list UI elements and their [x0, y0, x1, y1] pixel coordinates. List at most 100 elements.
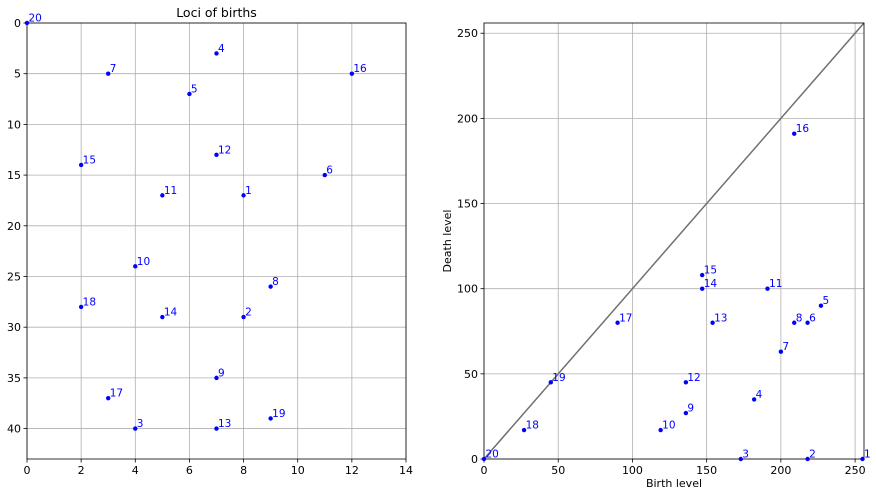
data-point: [106, 71, 111, 76]
y-tick-label: 50: [464, 368, 478, 381]
data-point: [214, 426, 219, 431]
data-point: [615, 320, 620, 325]
data-point: [738, 456, 743, 462]
data-point: [187, 91, 192, 97]
x-tick-label: 12: [345, 464, 359, 477]
x-tick-label: 50: [551, 464, 565, 477]
x-tick-label: 2: [78, 464, 85, 477]
point-label: 15: [704, 265, 717, 277]
loci-of-births-plot: Loci of births 0 2 4 6 8 10 12 1405101520253035…: [7, 5, 413, 477]
data-point: [268, 416, 273, 421]
data-point: [860, 456, 865, 462]
persistence-diagram-plot: Birth level Death level 0 50 100 150 200 2500…: [441, 22, 871, 490]
point-label: 8: [272, 276, 279, 288]
y-tick-label: 40: [7, 423, 21, 436]
data-point: [700, 286, 705, 291]
point-label: 15: [83, 154, 96, 166]
data-point: [160, 193, 165, 198]
point-label: 4: [218, 43, 225, 55]
point-label: 12: [687, 372, 700, 384]
data-point: [214, 51, 219, 56]
chart-title: Loci of births: [176, 5, 257, 20]
x-tick-label: 0: [24, 464, 31, 477]
data-point: [349, 71, 355, 76]
x-axis-label: Birth level: [646, 477, 702, 490]
point-label: 19: [552, 372, 565, 384]
point-label: 14: [704, 278, 718, 290]
y-tick-label: 250: [457, 27, 478, 40]
data-point: [241, 193, 246, 198]
point-label: 6: [326, 165, 333, 177]
point-label: 18: [83, 296, 96, 308]
point-label: 13: [714, 312, 727, 324]
point-label: 18: [526, 420, 539, 432]
y-tick-label: 0: [471, 453, 478, 466]
grid: [483, 23, 864, 460]
y-tick-label: 20: [7, 220, 21, 233]
x-tick-label: 6: [186, 464, 193, 477]
data-point: [700, 272, 705, 278]
data-point: [751, 397, 757, 402]
point-label: 6: [809, 312, 816, 324]
point-label: 17: [110, 388, 123, 400]
point-label: 2: [245, 307, 252, 319]
data-point: [322, 172, 327, 178]
y-tick-label: 0: [14, 17, 21, 30]
point-label: 5: [191, 83, 198, 95]
y-axis-label: Death level: [441, 210, 454, 273]
y-tick-label: 30: [7, 321, 21, 334]
point-label: 1: [864, 449, 871, 461]
data-point: [548, 380, 553, 385]
point-label: 1: [245, 185, 252, 197]
point-label: 20: [486, 449, 499, 461]
point-label: 7: [782, 341, 789, 353]
x-tick-label: 100: [622, 464, 643, 477]
data-point: [805, 320, 810, 325]
x-tick-label: 0: [481, 464, 488, 477]
x-tick-label: 250: [845, 464, 866, 477]
y-tick-label: 100: [457, 283, 478, 296]
data-point: [683, 380, 689, 385]
data-point: [521, 427, 527, 433]
x-tick-label: 150: [696, 464, 717, 477]
point-label: 14: [164, 307, 178, 319]
point-label: 10: [137, 256, 150, 268]
data-point: [78, 304, 84, 310]
y-tick-label: 15: [7, 169, 21, 182]
data-point: [792, 131, 797, 136]
x-tick-label: 14: [399, 464, 413, 477]
data-point: [792, 320, 797, 325]
x-tick-label: 4: [132, 464, 139, 477]
y-tick-label: 5: [14, 68, 21, 81]
y-tick-label: 200: [457, 112, 478, 125]
point-label: 4: [756, 389, 763, 401]
data-point: [805, 456, 810, 462]
ticks: 0 50 100 150 200 250 0 50 100 150 200 250: [457, 27, 866, 477]
x-tick-label: 8: [240, 464, 247, 477]
x-tick-label: 10: [291, 464, 305, 477]
point-label: 19: [272, 408, 285, 420]
point-label: 10: [662, 420, 675, 432]
point-label: 17: [619, 312, 632, 324]
data-point: [214, 375, 219, 381]
point-label: 3: [137, 418, 144, 430]
point-label: 5: [822, 295, 829, 307]
point-label: 9: [218, 367, 225, 379]
point-label: 16: [353, 63, 367, 75]
point-label: 20: [29, 13, 42, 25]
data-point: [133, 426, 138, 431]
data-point: [214, 152, 219, 158]
diagonal-line: [483, 22, 865, 460]
point-label: 11: [769, 278, 782, 290]
point-label: 12: [218, 144, 231, 156]
data-point: [481, 456, 487, 462]
point-label: 7: [110, 63, 117, 75]
y-tick-label: 25: [7, 270, 21, 283]
axes-frame: [26, 22, 407, 460]
data-point: [106, 395, 111, 401]
data-point: [160, 314, 165, 320]
data-point: [765, 286, 770, 291]
data-point: [778, 349, 784, 354]
